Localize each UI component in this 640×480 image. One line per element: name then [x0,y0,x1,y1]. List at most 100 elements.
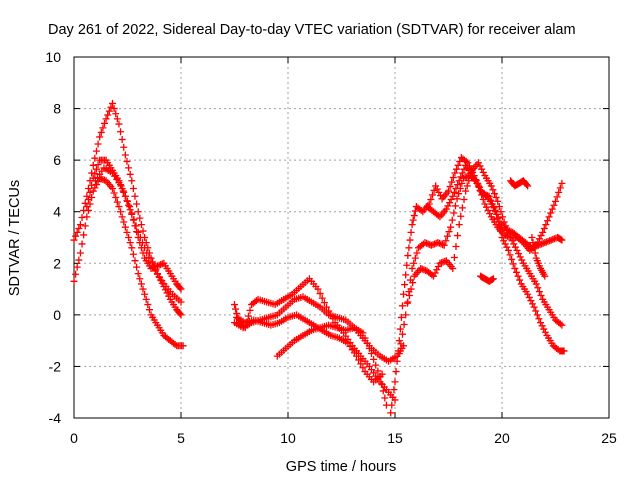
data-point-marker [73,263,81,271]
data-point-marker [126,203,134,211]
data-point-marker [432,182,440,190]
series-arc-1d [91,164,185,306]
data-point-marker [177,298,185,306]
data-point-marker [488,200,496,208]
data-point-marker [405,292,413,300]
data-point-marker [508,255,516,263]
data-point-marker [102,115,110,123]
data-point-marker [129,185,137,193]
data-point-marker [132,222,140,230]
data-point-marker [363,339,371,347]
data-point-marker [117,182,125,190]
data-point-marker [113,198,121,206]
x-tick-label: 0 [70,430,78,446]
data-point-marker [128,244,136,252]
series-arc-3b [395,172,568,358]
data-point-marker [449,192,457,200]
data-point-marker [318,294,326,302]
data-point-marker [543,217,551,225]
series-arc-2d [233,311,386,386]
data-point-marker [408,264,416,272]
data-point-marker [541,272,549,280]
data-point-marker [558,236,566,244]
data-point-marker [89,187,97,195]
data-point-marker [126,170,134,178]
data-point-marker [448,216,456,224]
data-point-marker [401,281,409,289]
data-point-marker [413,249,421,257]
y-axis-label: SDTVAR / TECUs [7,180,23,296]
data-point-marker [478,165,486,173]
data-point-marker [409,216,417,224]
data-point-marker [126,239,134,247]
data-point-marker [451,169,459,177]
data-point-marker [457,173,465,181]
series-arc-3e [477,272,497,285]
data-point-marker [134,208,142,216]
data-point-marker [381,394,389,402]
data-point-marker [482,203,490,211]
data-point-marker [408,221,416,229]
data-point-marker [78,240,86,248]
data-point-marker [378,370,386,378]
data-point-marker [359,364,367,372]
data-point-marker [139,285,147,293]
data-point-marker [476,186,484,194]
data-point-marker [105,107,113,115]
data-point-marker [136,214,144,222]
data-point-marker [374,367,382,375]
y-tick-label: -2 [49,358,62,374]
data-point-marker [435,188,443,196]
data-point-marker [73,228,81,236]
data-point-marker [454,181,462,189]
data-point-marker [128,177,136,185]
y-tick-label: 2 [53,255,61,271]
data-point-marker [70,236,78,244]
data-point-marker [454,161,462,169]
data-point-marker [555,188,563,196]
y-tick-label: 8 [53,101,61,117]
data-point-marker [395,350,403,358]
data-point-marker [448,178,456,186]
data-point-marker [134,228,142,236]
data-point-marker [147,258,155,266]
data-point-marker [451,202,459,210]
data-point-marker [514,272,522,280]
data-point-marker [141,290,149,298]
data-point-marker [397,340,405,348]
data-point-marker [446,183,454,191]
data-point-marker [454,232,462,240]
data-point-marker [112,194,120,202]
data-point-marker [524,182,532,190]
data-point-marker [372,361,380,369]
data-point-marker [487,182,495,190]
data-point-marker [130,215,138,223]
data-point-marker [121,151,129,159]
data-point-marker [518,256,526,264]
data-point-marker [512,268,520,276]
data-point-marker [138,239,146,247]
data-point-marker [389,393,397,401]
data-point-marker [400,290,408,298]
data-point-marker [457,212,465,220]
data-point-marker [489,186,497,194]
data-point-marker [547,209,555,217]
data-point-marker [430,186,438,194]
data-point-marker [391,378,399,386]
data-point-marker [460,165,468,173]
data-point-marker [532,280,540,288]
data-point-marker [119,187,127,195]
data-point-marker [530,244,538,252]
data-point-marker [493,214,501,222]
data-point-marker [100,119,108,127]
data-point-marker [445,228,453,236]
data-point-marker [404,252,412,260]
data-point-marker [171,341,179,349]
data-point-marker [433,266,441,274]
data-point-marker [112,110,120,118]
data-point-marker [463,182,471,190]
data-point-marker [444,202,452,210]
data-point-marker [523,181,531,189]
data-point-marker [499,213,507,221]
data-point-marker [428,191,436,199]
